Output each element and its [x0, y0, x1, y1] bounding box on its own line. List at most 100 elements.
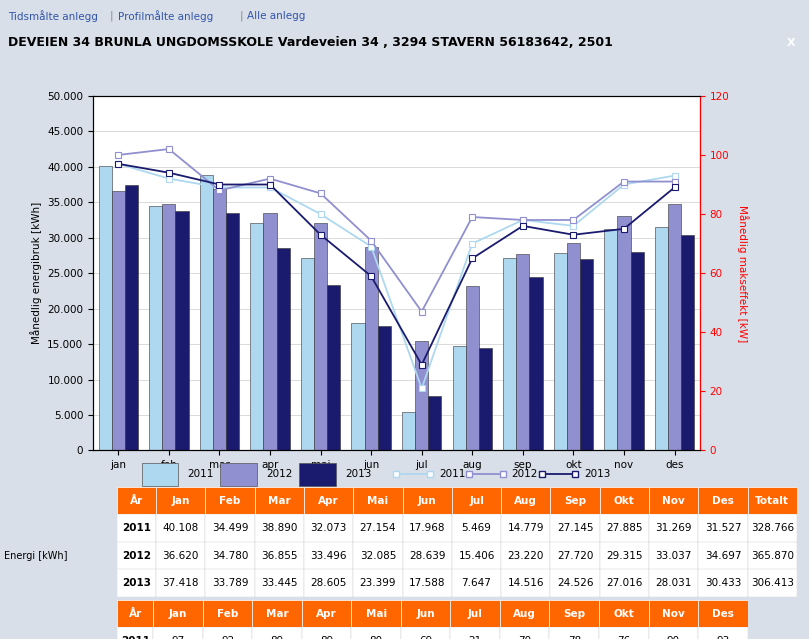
Bar [149, 206, 163, 450]
Bar [403, 569, 452, 597]
Bar [205, 569, 255, 597]
Bar [403, 487, 452, 514]
Bar [649, 600, 698, 627]
Text: Feb: Feb [219, 496, 241, 505]
Bar [302, 627, 351, 639]
Bar [402, 412, 415, 450]
Bar [205, 542, 255, 569]
Text: Jul: Jul [469, 496, 484, 505]
Bar [314, 223, 327, 450]
Bar [252, 627, 302, 639]
Bar [354, 542, 403, 569]
Text: 2011: 2011 [122, 523, 151, 533]
Text: Sep: Sep [564, 496, 587, 505]
Text: År: År [130, 496, 143, 505]
Text: 2011: 2011 [187, 470, 214, 479]
Bar [255, 569, 304, 597]
Bar [301, 258, 314, 450]
Text: 78: 78 [568, 636, 581, 639]
Bar [354, 514, 403, 542]
Text: 17.588: 17.588 [409, 578, 446, 588]
Text: 23.399: 23.399 [360, 578, 396, 588]
Bar [698, 542, 748, 569]
Bar [304, 487, 354, 514]
Text: 30.433: 30.433 [705, 578, 741, 588]
Bar [748, 569, 797, 597]
Text: Jul: Jul [468, 609, 483, 619]
Text: 31.269: 31.269 [655, 523, 692, 533]
Bar [351, 600, 401, 627]
Text: Nov: Nov [663, 496, 685, 505]
Bar [125, 185, 138, 450]
Bar [354, 487, 403, 514]
Text: 76: 76 [617, 636, 630, 639]
Text: X: X [786, 38, 795, 48]
Bar [452, 569, 501, 597]
Bar [550, 569, 599, 597]
Bar [649, 487, 698, 514]
Bar [599, 600, 649, 627]
Bar [415, 341, 428, 450]
Text: 2012: 2012 [511, 470, 538, 479]
Bar [451, 627, 500, 639]
Text: Aug: Aug [513, 609, 536, 619]
Bar [500, 600, 549, 627]
Text: 36.620: 36.620 [163, 551, 199, 560]
Text: 40.108: 40.108 [163, 523, 199, 533]
Text: Energi [kWh]: Energi [kWh] [4, 551, 67, 560]
Bar [203, 600, 252, 627]
Bar [250, 223, 264, 450]
Bar [205, 487, 255, 514]
Bar [599, 487, 649, 514]
Text: Tidsmålte anlegg: Tidsmålte anlegg [8, 10, 98, 22]
Bar [176, 211, 188, 450]
Text: 33.445: 33.445 [261, 578, 298, 588]
Text: DEVEIEN 34 BRUNLA UNGDOMSSKOLE Vardeveien 34 , 3294 STAVERN 56183642, 2501: DEVEIEN 34 BRUNLA UNGDOMSSKOLE Vardeveie… [8, 36, 612, 49]
Text: 14.516: 14.516 [507, 578, 544, 588]
Text: 89: 89 [320, 636, 333, 639]
Bar [205, 514, 255, 542]
Bar [550, 514, 599, 542]
Text: 14.779: 14.779 [507, 523, 544, 533]
Text: 28.639: 28.639 [409, 551, 446, 560]
Text: 37.418: 37.418 [163, 578, 199, 588]
Text: 21: 21 [468, 636, 482, 639]
Bar [264, 213, 277, 450]
Bar [302, 600, 351, 627]
Bar [163, 204, 176, 450]
Bar [617, 216, 630, 450]
Bar [156, 542, 205, 569]
Bar [255, 514, 304, 542]
Text: Jan: Jan [169, 609, 187, 619]
Bar [117, 569, 156, 597]
Text: 2013: 2013 [122, 578, 151, 588]
Text: 38.890: 38.890 [261, 523, 298, 533]
Bar [304, 569, 354, 597]
Bar [117, 487, 156, 514]
Y-axis label: Månedlig makseffekt [kW]: Månedlig makseffekt [kW] [737, 204, 748, 342]
Text: 92: 92 [221, 636, 235, 639]
Text: 32.085: 32.085 [360, 551, 396, 560]
Bar [649, 627, 698, 639]
Bar [549, 627, 599, 639]
Bar [599, 542, 649, 569]
Bar [500, 627, 549, 639]
Bar [255, 542, 304, 569]
Bar [698, 487, 748, 514]
Bar [649, 569, 698, 597]
Text: 33.789: 33.789 [212, 578, 248, 588]
Text: Jan: Jan [172, 496, 190, 505]
Bar [550, 487, 599, 514]
Bar [156, 487, 205, 514]
Bar [99, 166, 112, 450]
Text: 2012: 2012 [266, 470, 292, 479]
Bar [378, 326, 391, 450]
Text: 31.527: 31.527 [705, 523, 741, 533]
Bar [252, 600, 302, 627]
Bar [698, 569, 748, 597]
Bar [403, 542, 452, 569]
Bar [117, 514, 156, 542]
Bar [142, 463, 178, 486]
Bar [112, 191, 125, 450]
Bar [452, 346, 466, 450]
